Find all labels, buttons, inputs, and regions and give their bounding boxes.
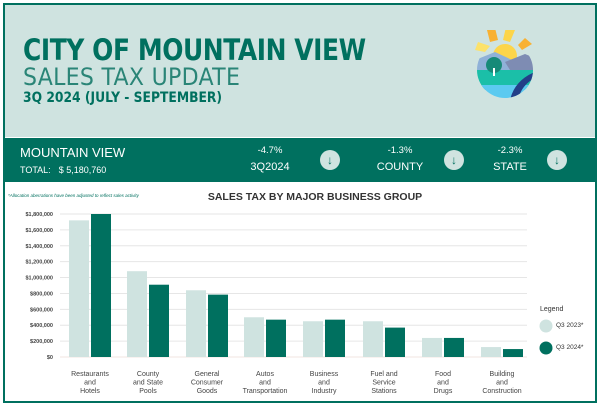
y-tick-label: $200,000 — [30, 339, 53, 345]
y-tick-label: $1,000,000 — [25, 276, 53, 282]
x-tick-label: Building — [490, 371, 515, 378]
legend-title: Legend — [540, 306, 563, 313]
legend-swatch — [539, 341, 553, 355]
legend-label: Q3 2023* — [556, 322, 584, 329]
y-tick-label: $1,400,000 — [25, 244, 53, 250]
x-tick-label: and — [318, 380, 330, 387]
bar-q3-2024 — [385, 327, 405, 357]
bar-q3-2023 — [69, 220, 89, 357]
chart-title: SALES TAX BY MAJOR BUSINESS GROUP — [207, 191, 423, 203]
bar-q3-2023 — [481, 347, 501, 357]
x-tick-label: Service — [372, 380, 395, 387]
x-tick-label: Pools — [139, 388, 157, 395]
total-value: $ 5,180,760 — [58, 165, 107, 175]
metric-state: -2.3% STATE — [475, 145, 545, 173]
legend-swatch — [539, 319, 553, 333]
y-tick-label: $0 — [47, 355, 53, 361]
bar-q3-2024 — [325, 319, 345, 357]
metric-value: -4.7% — [257, 145, 283, 156]
metric-3q2024: -4.7% 3Q2024 — [235, 145, 305, 173]
period-label: 3Q 2024 (JULY - SEPTEMBER) — [23, 90, 223, 106]
bar-q3-2023 — [244, 317, 264, 357]
y-tick-label: $1,600,000 — [25, 228, 53, 234]
y-tick-label: $1,200,000 — [25, 260, 53, 266]
x-tick-label: County — [137, 371, 160, 378]
x-tick-label: General — [195, 371, 220, 378]
metric-label: STATE — [493, 161, 527, 173]
metric-value: -1.3% — [387, 145, 413, 156]
x-tick-label: Fuel and — [370, 371, 397, 378]
x-tick-label: Food — [435, 371, 451, 378]
metric-label: 3Q2024 — [250, 161, 290, 173]
bar-q3-2024 — [266, 319, 286, 357]
page-title: CITY OF MOUNTAIN VIEW — [23, 33, 366, 67]
x-tick-label: and — [84, 380, 96, 387]
x-tick-label: Drugs — [434, 388, 453, 395]
arrow-down-icon: ↓ — [320, 150, 340, 170]
bar-q3-2024 — [208, 294, 228, 357]
x-tick-label: Transportation — [243, 388, 288, 395]
bar-q3-2024 — [91, 214, 111, 357]
bar-q3-2023 — [363, 321, 383, 357]
x-tick-label: Autos — [256, 371, 274, 378]
bar-q3-2023 — [422, 337, 442, 357]
x-tick-label: Restaurants — [71, 371, 109, 378]
x-tick-label: and — [496, 380, 508, 387]
bar-q3-2023 — [303, 321, 323, 357]
total: TOTAL: $ 5,180,760 — [20, 165, 106, 175]
x-tick-label: Construction — [482, 388, 521, 395]
page-subtitle: SALES TAX UPDATE — [23, 63, 241, 91]
y-tick-label: $1,800,000 — [25, 212, 53, 218]
x-tick-label: and — [259, 380, 271, 387]
metric-county: -1.3% COUNTY — [365, 145, 435, 173]
x-tick-label: Industry — [312, 388, 337, 395]
y-tick-label: $400,000 — [30, 323, 53, 329]
bar-q3-2023 — [127, 271, 147, 357]
arrow-down-icon: ↓ — [547, 150, 567, 170]
legend-label: Q3 2024* — [556, 344, 584, 351]
y-tick-label: $800,000 — [30, 291, 53, 297]
y-tick-label: $600,000 — [30, 307, 53, 313]
page-frame — [3, 3, 597, 403]
x-tick-label: Business — [310, 371, 339, 378]
x-tick-label: and State — [133, 380, 163, 387]
x-tick-label: Consumer — [191, 380, 224, 387]
x-tick-label: and — [437, 380, 449, 387]
metric-label: COUNTY — [376, 161, 424, 173]
total-label: TOTAL: — [20, 165, 51, 175]
x-tick-label: Hotels — [80, 388, 100, 395]
summary-band: MOUNTAIN VIEW TOTAL: $ 5,180,760 -4.7% 3Q2… — [5, 138, 595, 182]
x-tick-label: Stations — [371, 388, 397, 395]
bar-q3-2024 — [503, 349, 523, 357]
metric-value: -2.3% — [497, 145, 523, 156]
x-tick-label: Goods — [197, 388, 218, 395]
bar-q3-2023 — [186, 290, 206, 357]
chart-note: *Allocation aberrations have been adjust… — [8, 193, 139, 198]
city-logo — [475, 30, 533, 98]
bar-q3-2024 — [149, 284, 169, 357]
arrow-down-icon: ↓ — [444, 150, 464, 170]
city-name: MOUNTAIN VIEW — [20, 145, 126, 160]
bar-q3-2024 — [444, 337, 464, 357]
